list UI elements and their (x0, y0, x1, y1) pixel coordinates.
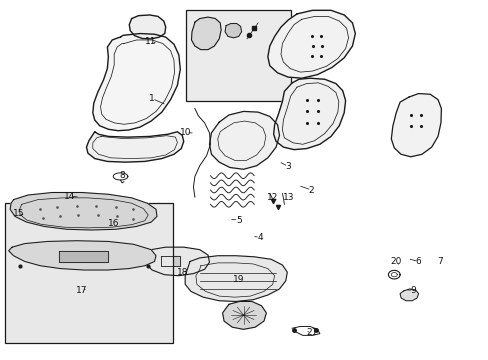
Text: 1: 1 (149, 94, 155, 103)
Text: 15: 15 (13, 210, 24, 219)
Polygon shape (86, 132, 183, 162)
Text: 16: 16 (108, 219, 120, 228)
Text: 2: 2 (308, 185, 314, 194)
Text: 10: 10 (180, 129, 191, 138)
Polygon shape (224, 23, 241, 38)
Text: 12: 12 (266, 193, 278, 202)
Polygon shape (267, 10, 355, 78)
Text: 3: 3 (285, 162, 290, 171)
Text: 13: 13 (282, 193, 293, 202)
Polygon shape (191, 17, 221, 50)
Polygon shape (9, 241, 156, 270)
Polygon shape (390, 94, 441, 157)
Text: 8: 8 (119, 171, 124, 180)
Polygon shape (59, 251, 108, 262)
Text: 6: 6 (415, 257, 421, 266)
Polygon shape (10, 193, 157, 230)
Text: 14: 14 (63, 192, 75, 201)
FancyBboxPatch shape (186, 10, 290, 102)
Polygon shape (93, 33, 180, 131)
Polygon shape (185, 256, 287, 301)
Text: 18: 18 (176, 268, 187, 277)
Polygon shape (273, 78, 345, 150)
FancyBboxPatch shape (5, 203, 173, 342)
Text: 21: 21 (305, 328, 317, 337)
Text: 17: 17 (76, 285, 87, 294)
Text: 19: 19 (232, 275, 244, 284)
Text: 7: 7 (436, 257, 442, 266)
Text: 5: 5 (235, 216, 241, 225)
Polygon shape (161, 256, 180, 266)
Text: 20: 20 (390, 257, 401, 266)
Text: 11: 11 (145, 37, 157, 46)
Polygon shape (129, 15, 165, 39)
Polygon shape (209, 111, 279, 169)
Text: 9: 9 (410, 285, 416, 294)
Text: 4: 4 (257, 233, 263, 242)
Polygon shape (399, 289, 418, 301)
Polygon shape (222, 301, 266, 329)
Polygon shape (146, 247, 209, 276)
